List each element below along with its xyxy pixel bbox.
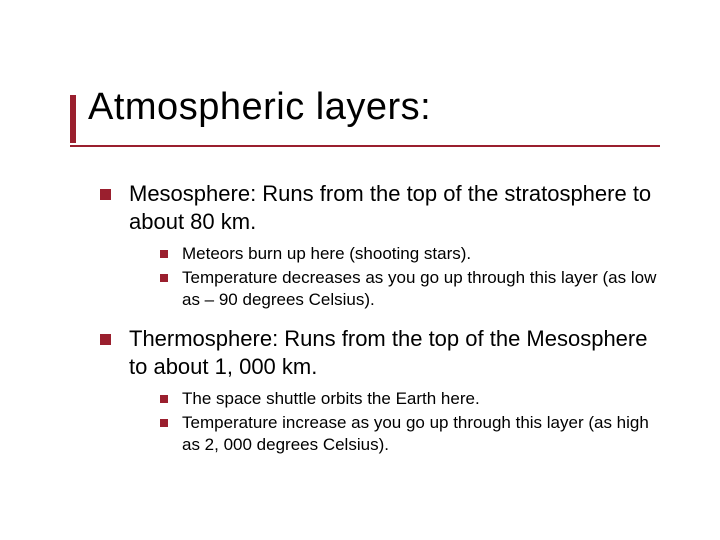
square-bullet-icon <box>160 274 168 282</box>
content-area: Mesosphere: Runs from the top of the str… <box>100 180 670 471</box>
list-item: Thermosphere: Runs from the top of the M… <box>100 325 670 380</box>
slide-title: Atmospheric layers: <box>88 86 680 129</box>
sub-list-item-text: Temperature increase as you go up throug… <box>182 412 670 456</box>
sub-list-item-text: Temperature decreases as you go up throu… <box>182 267 670 311</box>
sub-list-item: The space shuttle orbits the Earth here. <box>160 388 670 410</box>
square-bullet-icon <box>100 189 111 200</box>
square-bullet-icon <box>100 334 111 345</box>
sub-list-item-text: Meteors burn up here (shooting stars). <box>182 243 471 265</box>
sublist: Meteors burn up here (shooting stars). T… <box>160 243 670 311</box>
title-wrap: Atmospheric layers: <box>70 86 680 129</box>
square-bullet-icon <box>160 395 168 403</box>
sub-list-item: Temperature increase as you go up throug… <box>160 412 670 456</box>
list-item: Mesosphere: Runs from the top of the str… <box>100 180 670 235</box>
list-item-text: Mesosphere: Runs from the top of the str… <box>129 180 670 235</box>
sublist: The space shuttle orbits the Earth here.… <box>160 388 670 456</box>
square-bullet-icon <box>160 419 168 427</box>
square-bullet-icon <box>160 250 168 258</box>
list-item-text: Thermosphere: Runs from the top of the M… <box>129 325 670 380</box>
sub-list-item: Meteors burn up here (shooting stars). <box>160 243 670 265</box>
sub-list-item-text: The space shuttle orbits the Earth here. <box>182 388 480 410</box>
title-underline <box>70 145 660 147</box>
sub-list-item: Temperature decreases as you go up throu… <box>160 267 670 311</box>
